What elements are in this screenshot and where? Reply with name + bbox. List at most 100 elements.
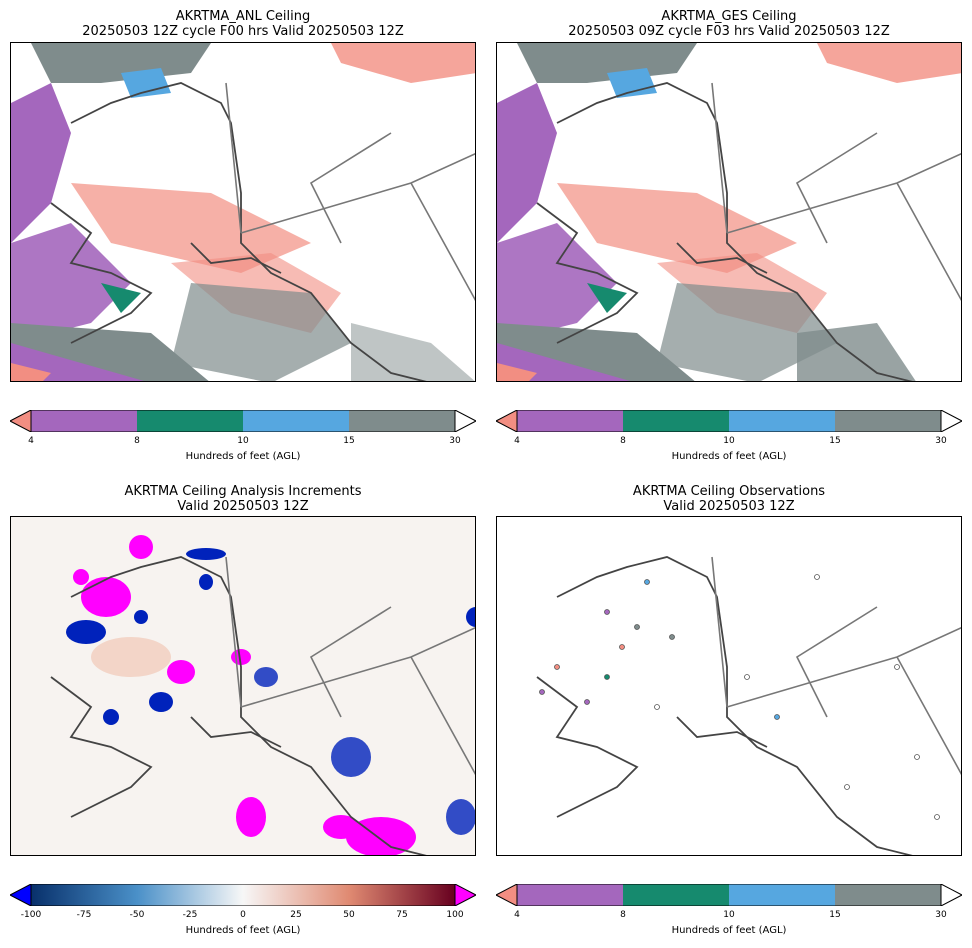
tick-label: -50 [129,910,145,920]
map-panel-anl [10,42,476,382]
anl-ceiling-map [11,43,475,381]
cloud-field [11,43,475,381]
color-segment [517,410,623,432]
colorbar-increments: -100 -75 -50 -25 0 25 50 75 100 Hundreds… [10,884,476,944]
border-lines [711,556,961,776]
title-line-2: Valid 20250503 12Z [177,499,309,514]
panel-title-observations: AKRTMA Ceiling Observations Valid 202505… [496,484,962,514]
colorbar-label: Hundreds of feet (AGL) [671,925,787,936]
under-triangle [496,410,518,432]
obs-point [604,609,610,615]
obs-point [894,664,900,670]
colorbar-strip [10,884,476,906]
obs-point [539,689,545,695]
tick-label: 10 [237,436,249,446]
colorbar-strip [496,410,962,432]
colorbar-label: Hundreds of feet (AGL) [671,451,787,462]
color-segment [835,884,941,906]
tick-label: 30 [935,436,947,446]
obs-point [934,814,940,820]
tick-label: 10 [723,910,735,920]
map-panel-increments [10,516,476,856]
tick-label: 15 [343,436,355,446]
border-lines [225,556,475,776]
tick-label: 8 [134,436,140,446]
title-line-1: AKRTMA_ANL Ceiling [175,9,311,24]
map-panel-observations [496,516,962,856]
increment-field [66,535,475,855]
obs-point [634,624,640,630]
color-segment [729,884,835,906]
color-segment [835,410,941,432]
color-segment [31,410,137,432]
obs-point [654,704,660,710]
obs-point [744,674,750,680]
over-triangle [940,410,962,432]
color-segment [137,410,243,432]
obs-point [604,674,610,680]
colorbar-ceiling-obs: 4 8 10 15 30 Hundreds of feet (AGL) [496,884,962,944]
coastline [50,556,427,855]
obs-point [774,714,780,720]
over-triangle [454,884,476,906]
tick-label: 30 [935,910,947,920]
map-panel-ges [496,42,962,382]
color-segment [623,884,729,906]
under-triangle [10,884,32,906]
tick-label: 25 [290,910,302,920]
obs-point [554,664,560,670]
title-line-2: 20250503 09Z cycle F03 hrs Valid 2025050… [568,24,890,39]
tick-label: 30 [449,436,461,446]
tick-label: 4 [28,436,34,446]
tick-label: 10 [723,436,735,446]
color-segment [349,410,455,432]
title-line-2: 20250503 12Z cycle F00 hrs Valid 2025050… [82,24,404,39]
coastline [536,82,913,381]
colorbar-label: Hundreds of feet (AGL) [185,451,301,462]
tick-label: 8 [620,910,626,920]
obs-point [644,579,650,585]
color-segment [623,410,729,432]
title-line-1: AKRTMA Ceiling Analysis Increments [124,484,362,499]
over-triangle [940,884,962,906]
coastline [50,82,427,381]
panel-title-anl: AKRTMA_ANL Ceiling 20250503 12Z cycle F0… [10,9,476,39]
under-triangle [496,884,518,906]
color-segment [517,884,623,906]
colorbar-ceiling-ges: 4 8 10 15 30 Hundreds of feet (AGL) [496,410,962,470]
tick-label: 100 [446,910,464,920]
under-triangle [10,410,32,432]
tick-label: -100 [20,910,42,920]
obs-point [914,754,920,760]
ges-ceiling-map [497,43,961,381]
colorbar-label: Hundreds of feet (AGL) [185,925,301,936]
tick-label: 0 [240,910,246,920]
tick-label: -75 [76,910,92,920]
cloud-field [497,43,961,381]
border-lines [225,82,475,302]
tick-label: 50 [343,910,355,920]
color-segment [729,410,835,432]
panel-title-increments: AKRTMA Ceiling Analysis Increments Valid… [10,484,476,514]
over-triangle [454,410,476,432]
observation-stations [539,574,940,820]
tick-label: -25 [182,910,198,920]
colorbar-ceiling-anl: 4 8 10 15 30 Hundreds of feet (AGL) [10,410,476,470]
colorbar-strip [10,410,476,432]
color-segment [243,410,349,432]
title-line-1: AKRTMA_GES Ceiling [661,9,797,24]
tick-label: 8 [620,436,626,446]
obs-point [619,644,625,650]
tick-label: 15 [829,436,841,446]
coastline [536,556,913,855]
tick-label: 4 [514,436,520,446]
colorbar-strip [496,884,962,906]
observations-map [536,556,961,855]
tick-label: 75 [396,910,408,920]
panel-title-ges: AKRTMA_GES Ceiling 20250503 09Z cycle F0… [496,9,962,39]
tick-label: 4 [514,910,520,920]
color-gradient [30,884,456,906]
obs-point [844,784,850,790]
increments-map [50,535,475,855]
border-lines [711,82,961,302]
